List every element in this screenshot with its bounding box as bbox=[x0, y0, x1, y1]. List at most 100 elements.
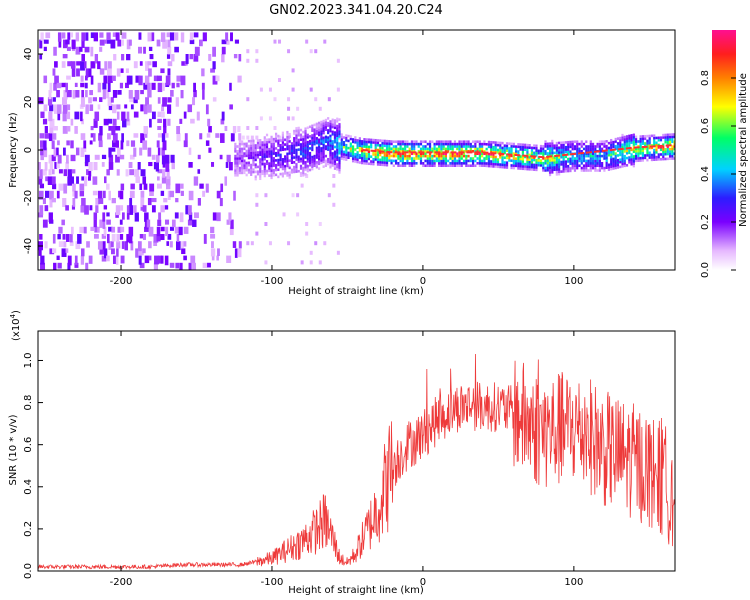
spectrogram-cell bbox=[438, 152, 441, 155]
spectrogram-cell bbox=[372, 150, 375, 154]
spectrogram-cell bbox=[268, 147, 271, 151]
spectrogram-cell bbox=[623, 135, 626, 139]
spectrogram-cell bbox=[401, 154, 404, 158]
spectrogram-cell bbox=[478, 150, 481, 153]
spectrogram-cell bbox=[571, 145, 574, 148]
spectrogram-cell bbox=[254, 148, 257, 152]
spectrogram-cell bbox=[492, 157, 495, 161]
spectrogram-cell bbox=[426, 162, 429, 165]
spectrogram-cell bbox=[474, 164, 477, 167]
spectrogram-cell bbox=[521, 150, 524, 154]
spectrogram-cell bbox=[342, 141, 346, 144]
spectrogram-cell bbox=[447, 140, 450, 143]
spectrogram-cell bbox=[666, 157, 669, 161]
spectrogram-cell bbox=[287, 135, 291, 140]
spectrogram-cell bbox=[102, 90, 106, 100]
spectrogram-cell bbox=[304, 168, 307, 171]
spectrogram-cell bbox=[129, 190, 135, 199]
spectrogram-cell bbox=[589, 140, 592, 143]
spectrogram-cell bbox=[546, 144, 549, 148]
spectrogram-cell bbox=[415, 140, 418, 143]
spectrogram-cell bbox=[383, 161, 386, 164]
spectrogram-cell bbox=[84, 61, 87, 69]
spectrogram-cell bbox=[551, 147, 554, 150]
spectrogram-cell bbox=[61, 32, 66, 39]
spectrogram-cell bbox=[537, 163, 540, 167]
spectrogram-cell bbox=[102, 212, 106, 222]
spectrogram-cell bbox=[315, 139, 318, 143]
spectrogram-cell bbox=[560, 151, 563, 154]
spectrogram-cell bbox=[385, 156, 389, 160]
spectrogram-cell bbox=[149, 54, 154, 60]
spectrogram-cell bbox=[453, 164, 457, 167]
spectrogram-cell bbox=[297, 157, 300, 161]
spectrogram-cell bbox=[234, 166, 237, 170]
spectrogram-cell bbox=[476, 157, 479, 160]
spectrogram-cell bbox=[313, 159, 316, 163]
spectrogram-cell bbox=[548, 147, 552, 150]
spectrogram-cell bbox=[483, 140, 486, 143]
spectrogram-cell bbox=[236, 152, 239, 155]
spectrogram-cell bbox=[315, 165, 318, 169]
spectrogram-cell bbox=[474, 159, 477, 163]
spectrogram-cell bbox=[435, 154, 438, 158]
spectrogram-cell bbox=[381, 139, 384, 143]
spectrogram-cell bbox=[526, 143, 529, 147]
spectrogram-cell bbox=[605, 144, 608, 148]
spectrogram-cell bbox=[564, 169, 568, 173]
spectrogram-cell bbox=[333, 136, 337, 139]
spectrogram-cell bbox=[220, 183, 224, 193]
spectrogram-cell bbox=[605, 140, 608, 143]
spectrogram-cell bbox=[111, 198, 116, 204]
spectrogram-cell bbox=[66, 46, 71, 51]
spectrogram-cell bbox=[52, 97, 56, 102]
spectrogram-cell bbox=[544, 169, 547, 172]
spectrogram-cell bbox=[126, 205, 132, 214]
spectrogram-cell bbox=[295, 163, 298, 166]
spectrogram-cell bbox=[555, 173, 558, 176]
spectrogram-cell bbox=[329, 127, 332, 131]
spectrogram-cell bbox=[512, 142, 515, 146]
spectrogram-cell bbox=[304, 144, 307, 147]
spectrogram-cell bbox=[241, 150, 244, 153]
spectrogram-cell bbox=[671, 135, 674, 139]
spectrogram-cell bbox=[519, 148, 522, 151]
spectrogram-cell bbox=[528, 168, 531, 171]
spectrogram-cell bbox=[293, 161, 296, 164]
spectrogram-cell bbox=[444, 157, 448, 160]
spectrogram-cell bbox=[653, 156, 656, 159]
spectrogram-cell bbox=[320, 161, 323, 165]
spectrogram-cell bbox=[503, 156, 506, 160]
spectrogram-cell bbox=[623, 142, 626, 146]
spectrogram-cell bbox=[320, 151, 323, 155]
spectrogram-cell bbox=[478, 154, 481, 158]
spectrogram-cell bbox=[408, 152, 411, 155]
spectrogram-cell bbox=[338, 159, 341, 162]
spectrogram-cell bbox=[288, 176, 291, 179]
spectrogram-cell bbox=[274, 137, 278, 141]
spectrogram-cell bbox=[322, 153, 325, 156]
spectrogram-cell bbox=[238, 142, 241, 146]
spectrogram-cell bbox=[233, 270, 238, 277]
spectrogram-cell bbox=[329, 144, 332, 147]
spectrogram-cell bbox=[188, 162, 193, 168]
spectrogram-cell bbox=[358, 142, 361, 145]
spectrogram-cell bbox=[424, 140, 427, 143]
spectrogram-cell bbox=[582, 154, 586, 158]
spectrogram-cell bbox=[569, 169, 572, 173]
spectrogram-cell bbox=[125, 169, 129, 177]
spectrogram-cell bbox=[306, 155, 309, 158]
spectrogram-cell bbox=[272, 140, 275, 143]
spectrogram-cell bbox=[558, 168, 561, 171]
spectrogram-cell bbox=[327, 148, 330, 151]
spectrogram-cell bbox=[551, 166, 554, 169]
spectrogram-cell bbox=[381, 156, 384, 159]
spectrogram-cell bbox=[662, 148, 665, 151]
spectrogram-cell bbox=[655, 143, 658, 147]
spectrogram-cell bbox=[478, 164, 481, 167]
spectrogram-cell bbox=[263, 155, 266, 159]
spectrogram-cell bbox=[519, 155, 522, 158]
spectrogram-cell bbox=[66, 111, 71, 120]
spectrogram-cell bbox=[107, 68, 112, 76]
spectrogram-cell bbox=[194, 46, 200, 56]
